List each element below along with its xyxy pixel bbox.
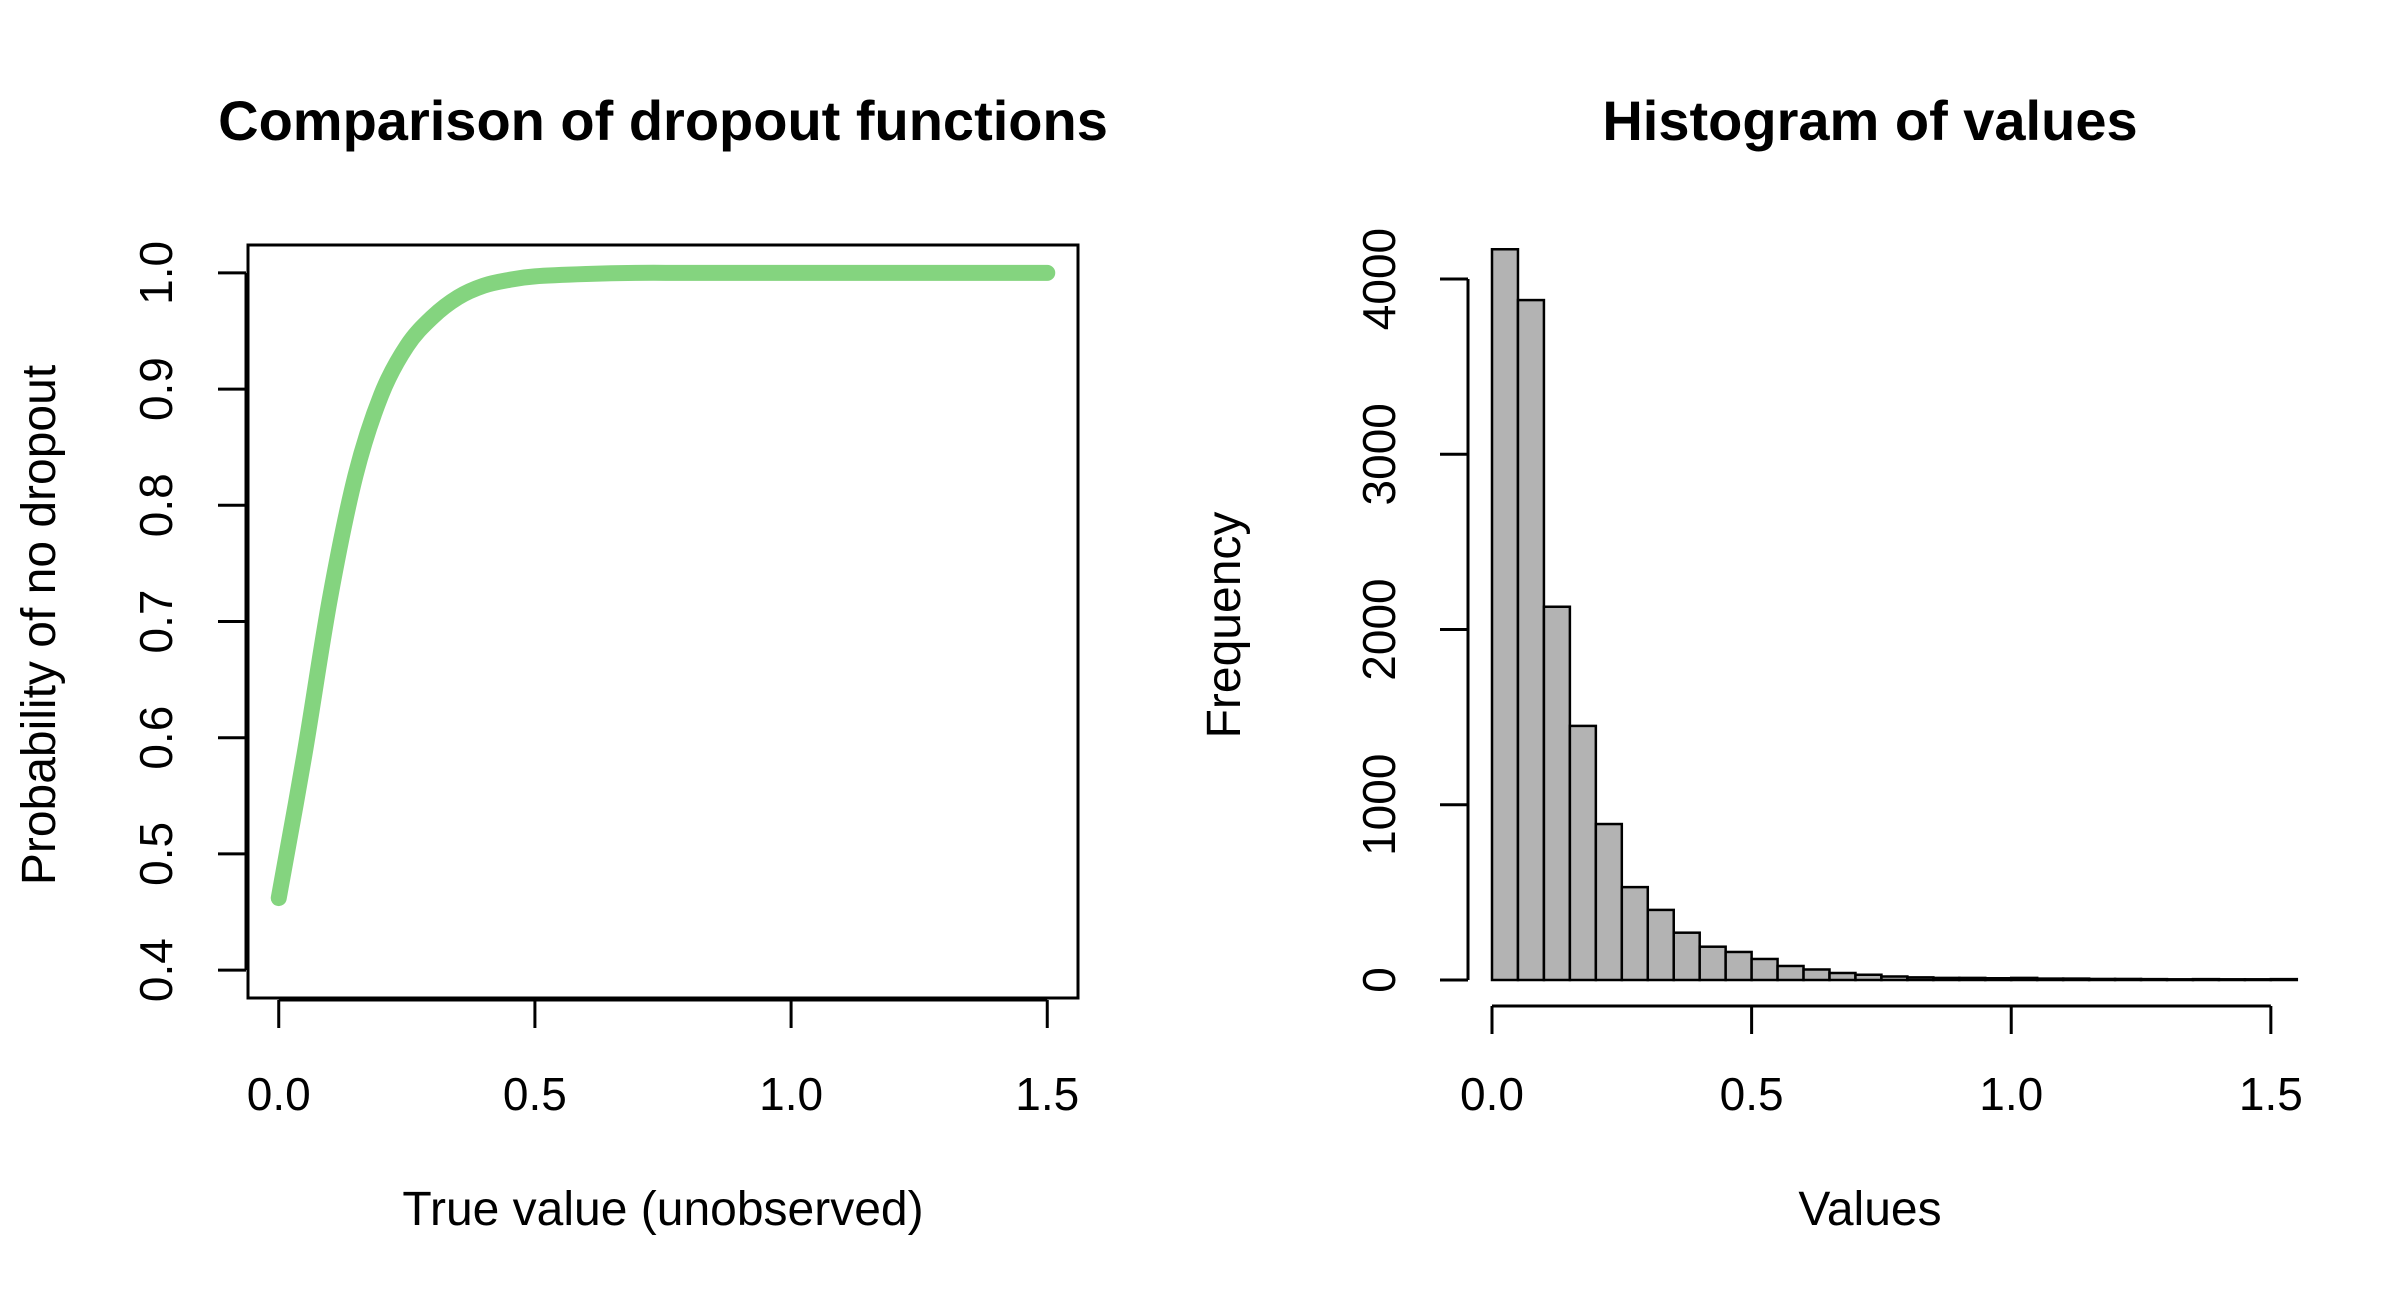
left-y-tick-label: 1.0 [130,241,182,305]
left-y-axis: 0.4 0.5 0.6 0.7 0.8 0.9 1.0 [130,241,248,1002]
histogram-bar [1828,971,1857,982]
right-x-axis: 0.0 0.5 1.0 1.5 [1460,1004,2303,1120]
left-y-tick-label: 0.8 [130,473,182,537]
histogram-bar [1542,605,1572,982]
right-x-tick-label: 0.0 [1460,1068,1524,1120]
right-y-axis-label: Frequency [1198,512,1251,739]
right-y-axis: 0 1000 2000 3000 4000 [1353,228,1470,993]
histogram-bar [1724,950,1753,982]
left-x-tick-label: 1.0 [759,1068,823,1120]
histogram-bar [2269,977,2299,982]
right-x-axis-label: Values [1798,1183,1941,1236]
left-chart-title: Comparison of dropout functions [218,89,1108,152]
histogram-bar [1984,976,2013,982]
histogram-bar [2217,978,2247,982]
histogram-bar [1802,968,1831,982]
histogram-bar [2113,977,2143,982]
histogram-bar [1750,957,1779,982]
histogram-panel: Histogram of values 0.0 0.5 1.0 1.5 0 1000 20… [1198,89,2303,1236]
left-x-axis: 0.0 0.5 1.0 1.5 [247,998,1079,1120]
left-y-tick-label: 0.5 [130,822,182,886]
histogram-bar [1698,945,1727,982]
histogram-bar [2243,978,2273,982]
histogram-bar [2139,977,2169,982]
histogram-bar [2191,977,2221,982]
histogram-bar [1854,973,1883,982]
histogram-bar [1646,908,1675,982]
right-y-tick-label: 0 [1353,967,1405,993]
right-x-tick-label: 0.5 [1720,1068,1784,1120]
histogram-bar [1594,822,1624,982]
histogram-bar [2165,978,2195,982]
left-x-tick-label: 0.5 [503,1068,567,1120]
histogram-bar [2061,977,2091,982]
histogram-bar [2035,977,2065,982]
histogram-bar [2009,976,2039,982]
dropout-curve [270,264,1056,907]
histogram-bar [1932,976,1961,982]
right-y-tick-label: 4000 [1353,228,1405,330]
left-y-tick-label: 0.7 [130,590,182,654]
left-y-tick-label: 0.4 [130,938,182,1002]
histogram-bar [1568,724,1598,982]
histogram-bar [1906,976,1935,982]
right-y-tick-label: 1000 [1353,754,1405,856]
histogram-bar [1620,885,1650,982]
right-x-tick-label: 1.5 [2239,1068,2303,1120]
right-y-tick-label: 3000 [1353,403,1405,505]
left-y-tick-label: 0.6 [130,706,182,770]
histogram-bars [1490,248,2299,982]
right-chart-title: Histogram of values [1602,89,2137,152]
left-x-tick-label: 1.5 [1015,1068,1079,1120]
dropout-function-panel: Comparison of dropout functions 0.0 0.5 1.… [13,89,1108,1236]
left-y-tick-label: 0.9 [130,357,182,421]
left-x-axis-label: True value (unobserved) [402,1183,923,1236]
right-x-tick-label: 1.0 [1979,1068,2043,1120]
right-y-tick-label: 2000 [1353,578,1405,680]
histogram-bar [1958,976,1987,982]
left-y-axis-label: Probability of no dropout [13,365,66,885]
histogram-bar [1776,964,1805,982]
left-x-tick-label: 0.0 [247,1068,311,1120]
histogram-bar [2087,977,2117,982]
histogram-bar [1880,975,1909,982]
histogram-bar [1516,298,1546,982]
histogram-bar [1490,248,1520,982]
left-plot-box [246,243,1080,1000]
histogram-bar [1672,931,1701,982]
